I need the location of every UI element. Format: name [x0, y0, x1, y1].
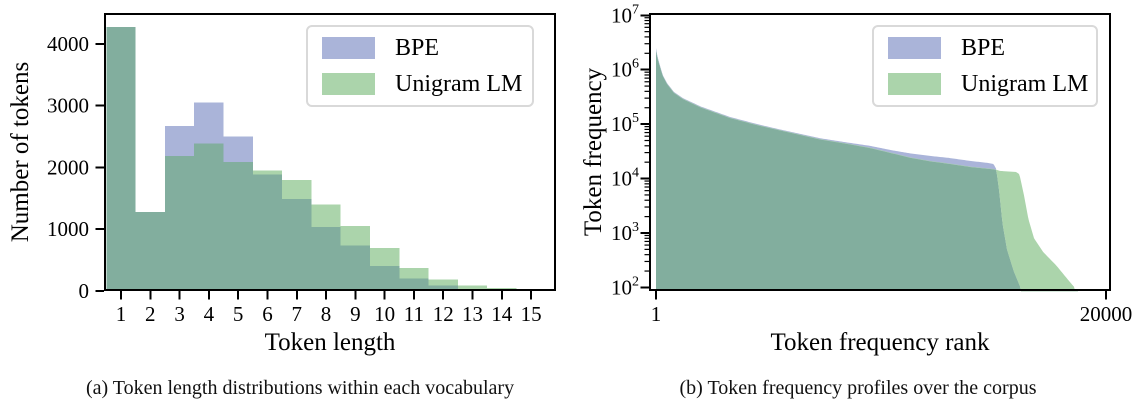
x-tick-label: 7	[292, 302, 303, 326]
legend-label-bpe: BPE	[961, 35, 1006, 61]
legend-item-unigram: Unigram LM	[322, 72, 522, 96]
y-tick-label: 3000	[47, 94, 89, 118]
hist-bpe-excess-bar	[194, 102, 224, 144]
right-x-axis-label: Token frequency rank	[770, 329, 990, 356]
x-tick-label: 20000	[1080, 302, 1133, 326]
legend-b: BPE Unigram LM	[872, 25, 1098, 107]
unigram-swatch	[888, 73, 941, 95]
x-tick-label: 5	[233, 302, 244, 326]
hist-unigram-excess-bar	[428, 279, 458, 286]
hist-unigram-excess-bar	[399, 268, 429, 279]
hist-unigram-excess-bar	[457, 285, 488, 290]
hist-bpe-excess-bar	[223, 136, 253, 162]
x-tick-label: 1	[116, 302, 127, 326]
hist-unigram-excess-bar	[252, 170, 283, 175]
x-tick-label: 9	[350, 302, 361, 326]
bpe-swatch	[322, 37, 375, 59]
x-tick-label: 1	[651, 302, 662, 326]
y-tick-label: 107	[611, 2, 639, 27]
left-y-axis-label: Number of tokens	[7, 61, 34, 243]
left-x-axis-label: Token length	[264, 329, 396, 356]
hist-unigram-excess-bar	[370, 247, 400, 266]
y-tick-label: 104	[611, 166, 639, 191]
y-tick-label: 105	[611, 111, 639, 136]
right-y-axis-label: Token frequency	[580, 67, 607, 237]
x-tick-label: 12	[433, 302, 454, 326]
legend-a: BPE Unigram LM	[306, 25, 534, 107]
y-tick-label: 0	[79, 279, 90, 303]
y-tick-label: 2000	[47, 155, 89, 179]
hist-overlap-area	[106, 27, 546, 291]
x-tick-label: 6	[262, 302, 273, 326]
hist-bpe-excess-bar	[164, 126, 195, 156]
hist-unigram-excess-bar	[282, 179, 312, 199]
legend-label-unigram: Unigram LM	[395, 71, 523, 97]
caption-b: (b) Token frequency profiles over the co…	[679, 377, 1037, 399]
freq-unigram-excess-area	[656, 50, 1078, 292]
y-tick-label: 4000	[47, 32, 89, 56]
x-tick-label: 11	[404, 302, 424, 326]
x-tick-label: 10	[374, 302, 395, 326]
x-tick-label: 13	[462, 302, 483, 326]
caption-a: (a) Token length distributions within ea…	[85, 377, 515, 399]
x-tick-label: 3	[174, 302, 185, 326]
x-tick-label: 15	[521, 302, 542, 326]
legend-label-bpe: BPE	[395, 35, 440, 61]
x-tick-label: 8	[321, 302, 332, 326]
legend-label-unigram: Unigram LM	[961, 71, 1089, 97]
left-plot-frame	[104, 13, 556, 291]
legend-item-bpe: BPE	[322, 36, 518, 60]
hist-unigram-excess-bar	[311, 204, 341, 227]
freq-overlap-area	[656, 50, 1078, 291]
x-tick-label: 14	[491, 302, 513, 326]
x-tick-label: 4	[204, 302, 215, 326]
unigram-swatch	[322, 73, 375, 95]
hist-unigram-excess-bar	[340, 226, 370, 246]
y-tick-label: 103	[611, 220, 639, 245]
y-tick-label: 1000	[47, 217, 89, 241]
y-tick-label: 102	[611, 274, 639, 299]
legend-item-bpe: BPE	[888, 36, 1082, 60]
bpe-swatch	[888, 37, 941, 59]
y-tick-label: 106	[611, 57, 639, 82]
right-plot-frame	[649, 13, 1111, 291]
x-tick-label: 2	[145, 302, 156, 326]
legend-item-unigram: Unigram LM	[888, 72, 1088, 96]
